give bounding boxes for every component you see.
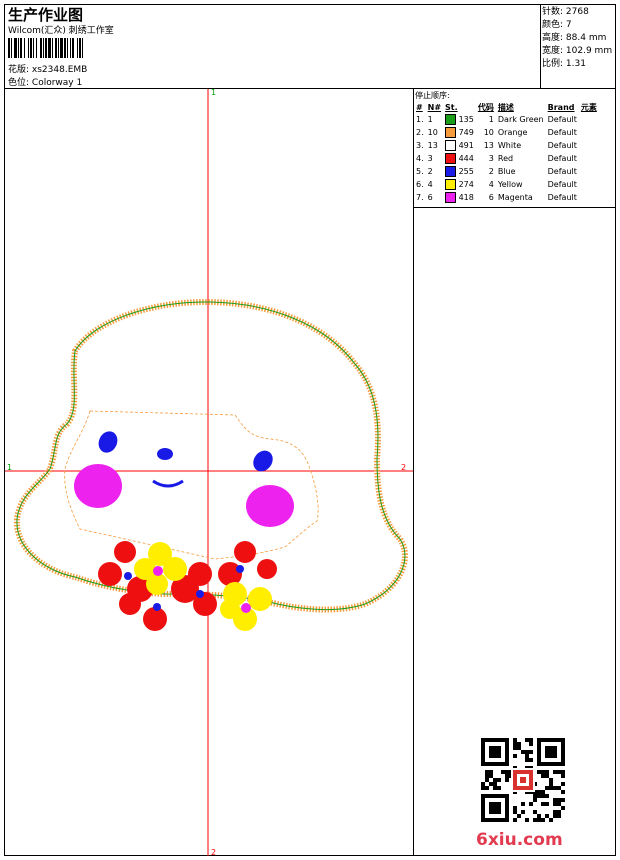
center-eye: [157, 448, 173, 460]
watermark-logo: 6xiu.com: [476, 830, 563, 850]
stat-height: 高度: 88.4 mm: [542, 33, 607, 43]
panel-divider: [413, 88, 414, 856]
yellow-flowers: [134, 542, 272, 631]
design-canvas: [5, 89, 413, 856]
legend-row: 5. 2 255 2 Blue Default: [416, 166, 577, 177]
col-index: #: [416, 102, 423, 112]
mouth: [152, 479, 184, 488]
left-eye: [98, 431, 118, 453]
hair-line: [64, 410, 319, 560]
color-swatch: [445, 179, 457, 190]
left-cheek: [74, 464, 122, 508]
stitch-count: 135: [458, 115, 474, 124]
right-cheek: [246, 485, 294, 527]
design-name: 花版: xs2348.EMB: [8, 65, 88, 75]
stats-panel: 针数: 2768 颜色: 7 高度: 88.4 mm 宽度: 102.9 mm …: [542, 6, 612, 71]
color-swatch: [445, 127, 457, 138]
legend-divider: [414, 207, 616, 208]
right-eye: [253, 450, 273, 472]
software-label: Wilcom(汇众) 刺绣工作室: [8, 26, 114, 36]
stat-width: 宽度: 102.9 mm: [542, 46, 613, 56]
stitch-count: 274: [458, 180, 474, 189]
color-swatch: [445, 140, 457, 151]
qr-code: [481, 738, 565, 822]
stats-divider: [540, 4, 541, 88]
marker-right: 2: [401, 463, 407, 472]
head-outline: [13, 298, 408, 613]
stat-scale: 比例: 1.31: [542, 59, 586, 69]
col-needle: N#: [427, 102, 442, 112]
head-outline-green: [16, 301, 406, 611]
barcode: [8, 38, 83, 58]
legend-table: # N# St. 代码 描述 Brand 元素 1. 1 135 1 Dark Gre…: [414, 101, 599, 204]
colorway-name: 色位: Colorway 1: [8, 78, 83, 88]
legend-row: 1. 1 135 1 Dark Green Default: [416, 114, 577, 125]
header-divider: [4, 88, 616, 89]
stitch-count: 749: [458, 128, 474, 137]
col-brand: Brand: [547, 102, 575, 112]
color-swatch: [445, 114, 457, 125]
legend-row: 3. 13 491 13 White Default: [416, 140, 577, 151]
legend-row: 4. 3 444 3 Red Default: [416, 153, 577, 164]
col-description: 描述: [497, 102, 514, 112]
legend-row: 6. 4 274 4 Yellow Default: [416, 179, 577, 190]
marker-top: 1: [211, 88, 217, 97]
flower-centers: [124, 565, 251, 613]
legend-row: 7. 6 418 6 Magenta Default: [416, 192, 577, 203]
color-swatch: [445, 153, 457, 164]
stitch-count: 255: [458, 167, 474, 176]
col-element: 元素: [580, 102, 597, 112]
stat-stitches: 针数: 2768: [542, 7, 589, 17]
color-swatch: [445, 166, 457, 177]
red-flowers: [98, 541, 277, 631]
legend-row: 2. 10 749 10 Orange Default: [416, 127, 577, 138]
stitch-count: 418: [458, 193, 474, 202]
stat-colors: 颜色: 7: [542, 20, 572, 30]
legend-title: 停止顺序:: [415, 91, 450, 100]
stitch-count: 491: [458, 141, 474, 150]
page-frame: [4, 4, 616, 856]
stitch-count: 444: [458, 154, 474, 163]
marker-left: 1: [7, 463, 13, 472]
col-stitches: St.: [445, 102, 458, 112]
marker-bottom: 2: [211, 848, 217, 857]
color-swatch: [445, 192, 457, 203]
page-title: 生产作业图: [8, 6, 84, 24]
col-code: 代码: [477, 102, 494, 112]
